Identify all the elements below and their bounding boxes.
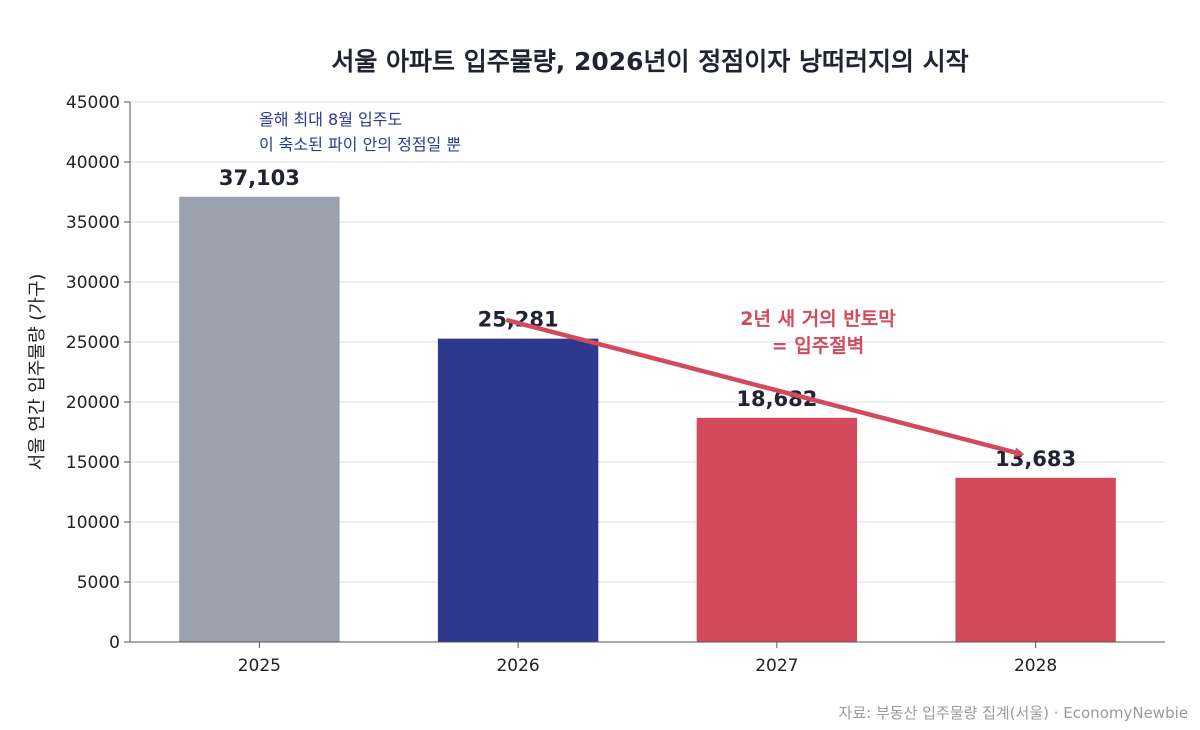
- y-tick-label: 20000: [66, 393, 120, 413]
- x-tick-label-2028: 2028: [1014, 656, 1057, 676]
- note-line-2: 이 축소된 파이 안의 정점일 뿐: [259, 135, 461, 154]
- callout-line-1: 2년 새 거의 반토막: [740, 308, 896, 330]
- x-tick-label-2026: 2026: [496, 656, 539, 676]
- y-tick-label: 5000: [77, 573, 120, 593]
- y-tick-label: 45000: [66, 93, 120, 113]
- y-tick-label: 0: [109, 633, 120, 653]
- bar-2025: [179, 196, 340, 642]
- y-tick-label: 15000: [66, 453, 120, 473]
- callout-line-2: = 입주절벽: [772, 335, 864, 357]
- bar-2028: [955, 477, 1116, 642]
- data-label-2026: 25,281: [478, 308, 559, 332]
- source-note: 자료: 부동산 입주물량 집계(서울) · EconomyNewbie: [839, 704, 1188, 722]
- y-axis-label: 서울 연간 입주물량 (가구): [27, 274, 48, 471]
- x-tick-label-2027: 2027: [755, 656, 798, 676]
- axes: 0 5000 10000 15000 20000 25000 30000 35000 40000…: [66, 93, 1165, 676]
- bars: [179, 196, 1116, 642]
- data-label-2025: 37,103: [219, 166, 300, 190]
- y-tick-label: 35000: [66, 213, 120, 233]
- y-tick-label: 25000: [66, 333, 120, 353]
- y-tick-label: 10000: [66, 513, 120, 533]
- trend-arrow-group: [505, 318, 1025, 458]
- y-tick-label: 40000: [66, 153, 120, 173]
- y-tick-label: 30000: [66, 273, 120, 293]
- trend-arrow: [505, 318, 1025, 458]
- bar-2026: [437, 338, 599, 642]
- bar-2027: [696, 417, 858, 642]
- note-line-1: 올해 최대 8월 입주도: [259, 110, 402, 129]
- x-tick-label-2025: 2025: [238, 656, 281, 676]
- chart-title: 서울 아파트 입주물량, 2026년이 정점이자 낭떠러지의 시작: [331, 47, 968, 76]
